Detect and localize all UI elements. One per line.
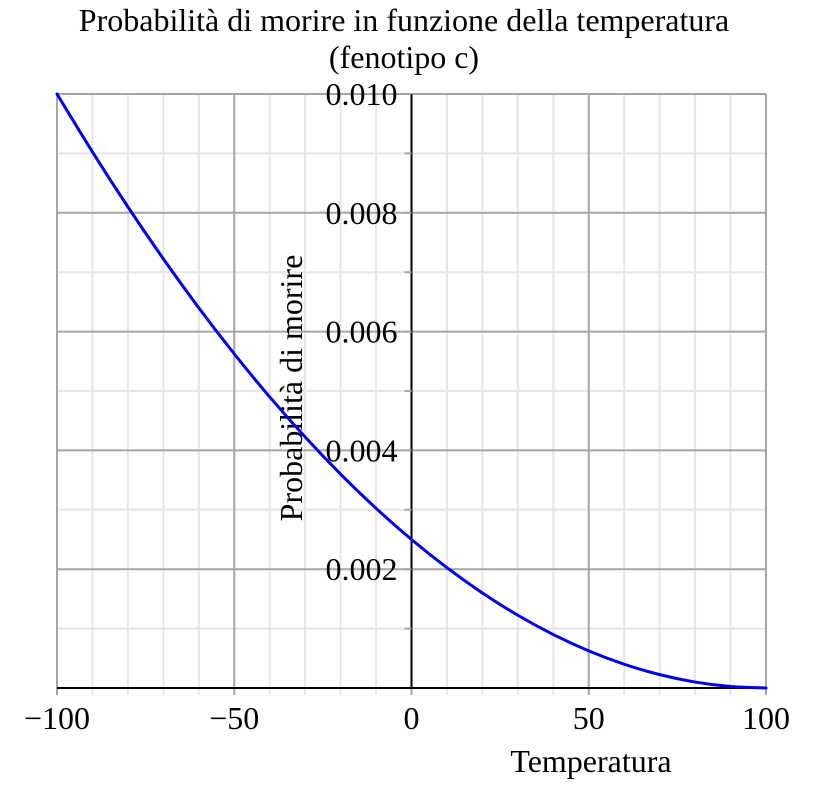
y-tick-label: 0.008 bbox=[326, 195, 398, 231]
x-tick-label: −50 bbox=[209, 700, 259, 736]
chart-subtitle: (fenotipo c) bbox=[328, 39, 480, 75]
x-tick-label: −100 bbox=[24, 700, 90, 736]
curve-line bbox=[55, 92, 768, 690]
y-axis-label-text: Probabilità di morire bbox=[273, 255, 309, 522]
x-tick-label: 50 bbox=[573, 700, 605, 736]
y-tick-labels: 0.002 0.004 0.006 0.008 0.010 bbox=[326, 76, 398, 587]
x-tick-labels: −100 −50 0 50 100 bbox=[24, 700, 790, 736]
y-tick-label: 0.010 bbox=[326, 76, 398, 112]
y-tick-label: 0.004 bbox=[326, 432, 398, 468]
chart-title: Probabilità di morire in funzione della … bbox=[78, 2, 730, 38]
x-tick-label: 0 bbox=[404, 700, 420, 736]
y-tick-label: 0.006 bbox=[326, 314, 398, 350]
x-axis-label: Temperatura bbox=[510, 743, 671, 779]
y-axis-label: Probabilità di morire bbox=[273, 255, 309, 522]
data-series bbox=[55, 92, 768, 690]
axes bbox=[57, 93, 766, 689]
x-axis-label-text: Temperatura bbox=[510, 743, 671, 779]
x-tick-label: 100 bbox=[742, 700, 790, 736]
y-tick-label: 0.002 bbox=[326, 551, 398, 587]
